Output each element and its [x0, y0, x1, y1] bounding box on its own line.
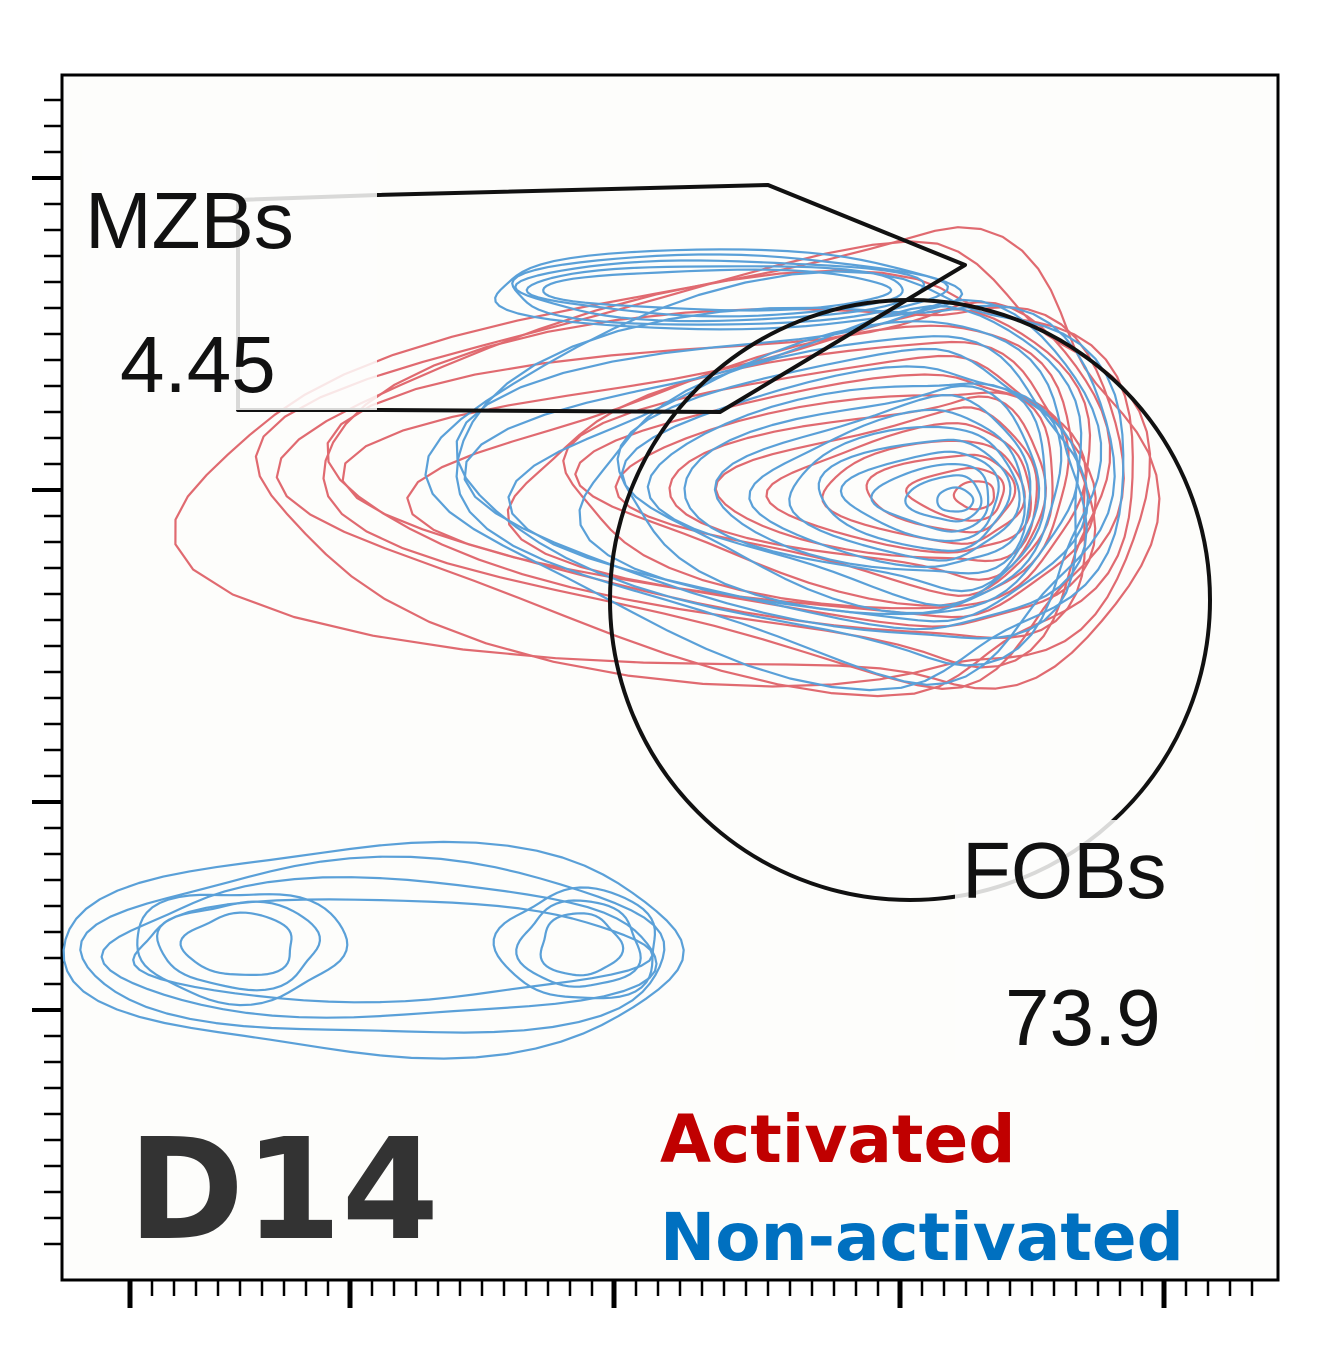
- non-activated-contour: [79, 855, 666, 1034]
- non-activated-contour: [817, 438, 1012, 552]
- non-activated-contour: [748, 408, 1026, 569]
- non-activated-contour: [542, 268, 893, 312]
- fob-gate-name: FOBs: [962, 826, 1166, 915]
- non-activated-contour: [578, 335, 1089, 623]
- non-activated-contour: [788, 425, 1021, 562]
- activated-contour: [341, 308, 1092, 639]
- non-activated-contour: [100, 876, 658, 1019]
- non-activated-contour: [713, 394, 1032, 575]
- non-activated-contour: [62, 840, 685, 1060]
- activated-contour: [322, 305, 1125, 690]
- mzb-gate-name: MZBs: [85, 176, 294, 265]
- non-activated-contour: [156, 900, 321, 992]
- non-activated-contour: [683, 384, 1041, 593]
- x-axis-ticks: [127, 1280, 1254, 1308]
- non-activated-contour: [179, 911, 293, 976]
- non-activated-contour: [936, 486, 975, 513]
- non-activated-contour: [507, 320, 1088, 631]
- activated-contour: [506, 340, 1097, 619]
- activated-contour: [614, 391, 1054, 597]
- non-activated-contour: [646, 382, 1047, 607]
- non-activated-contour: [455, 304, 1116, 686]
- non-activated-contour: [904, 474, 983, 523]
- mzb-label-backdrop: [82, 150, 377, 410]
- non-activated-contour: [494, 248, 964, 331]
- fob-gate-value: 73.9: [1005, 973, 1161, 1062]
- fob-gate: [608, 298, 1212, 902]
- fob-label-backdrop: [955, 820, 1255, 1060]
- non-activated-contour: [492, 886, 656, 1000]
- non-activated-contour: [539, 912, 625, 977]
- non-activated-contours: [62, 248, 1125, 1060]
- non-activated-contour: [515, 899, 642, 988]
- non-activated-contour: [525, 265, 904, 318]
- non-activated-contour: [511, 253, 949, 326]
- mzb-gate-value: 4.45: [120, 320, 276, 409]
- non-activated-contour: [136, 893, 349, 1007]
- non-activated-contour: [870, 463, 990, 533]
- activated-contour: [765, 422, 1032, 554]
- activated-contour: [326, 301, 1112, 669]
- legend-activated: Activated: [660, 1101, 1016, 1178]
- activated-contour: [174, 226, 1161, 690]
- y-axis-ticks: [32, 98, 62, 1246]
- non-activated-contour: [839, 450, 1000, 543]
- activated-contour: [562, 354, 1087, 610]
- timepoint-label: D14: [128, 1109, 439, 1272]
- activated-contour: [406, 324, 1097, 628]
- legend-non-activated: Non-activated: [660, 1199, 1184, 1276]
- non-activated-contour: [463, 305, 1083, 640]
